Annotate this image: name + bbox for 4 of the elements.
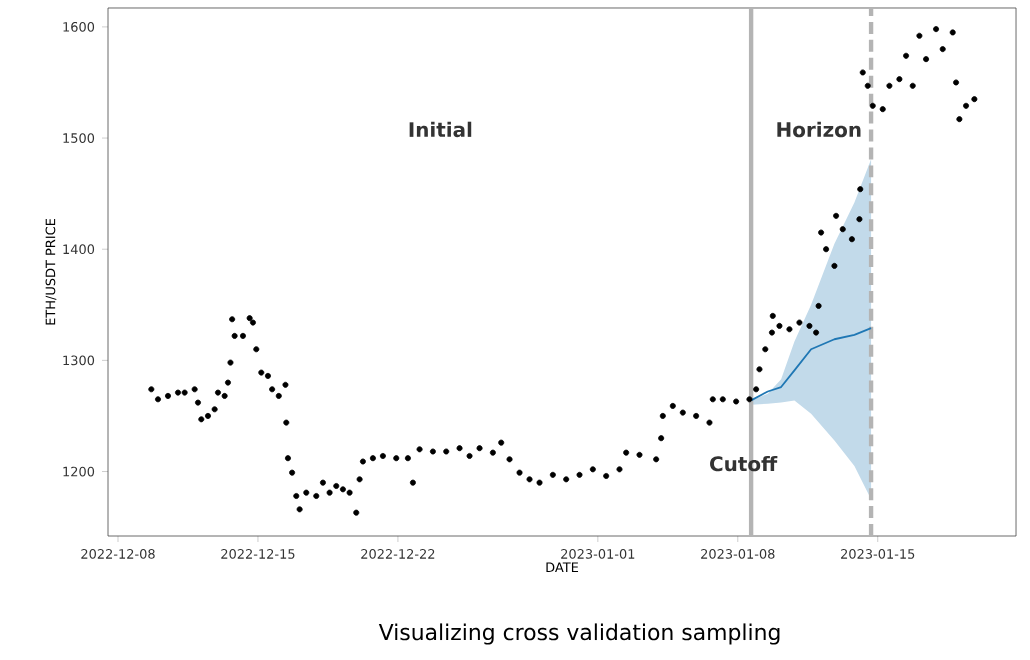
text: Visualizing cross validation sampling — [378, 623, 780, 645]
ref-line-label: Cutoff — [710, 455, 778, 472]
ref-line-label: Horizon — [777, 121, 861, 138]
annotation: Initial — [409, 121, 472, 138]
